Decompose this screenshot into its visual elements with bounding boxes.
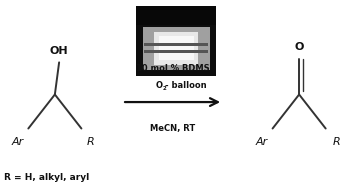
Text: 2: 2 xyxy=(162,86,166,91)
Text: R = H, alkyl, aryl: R = H, alkyl, aryl xyxy=(4,173,90,182)
Text: R: R xyxy=(86,137,94,147)
FancyBboxPatch shape xyxy=(159,36,194,60)
Text: 10 mol % BDMS: 10 mol % BDMS xyxy=(136,64,209,74)
FancyBboxPatch shape xyxy=(136,6,216,25)
Text: OH: OH xyxy=(50,46,68,56)
Text: R: R xyxy=(332,137,340,147)
FancyBboxPatch shape xyxy=(144,50,208,53)
Text: Ar: Ar xyxy=(256,137,268,147)
FancyBboxPatch shape xyxy=(154,32,198,65)
Text: MeCN, RT: MeCN, RT xyxy=(150,124,195,133)
Text: O: O xyxy=(156,81,163,91)
Text: - balloon: - balloon xyxy=(165,81,206,91)
Text: Ar: Ar xyxy=(12,137,24,147)
Text: O: O xyxy=(295,42,304,52)
FancyBboxPatch shape xyxy=(143,27,210,70)
FancyBboxPatch shape xyxy=(136,6,216,76)
FancyBboxPatch shape xyxy=(144,43,208,46)
